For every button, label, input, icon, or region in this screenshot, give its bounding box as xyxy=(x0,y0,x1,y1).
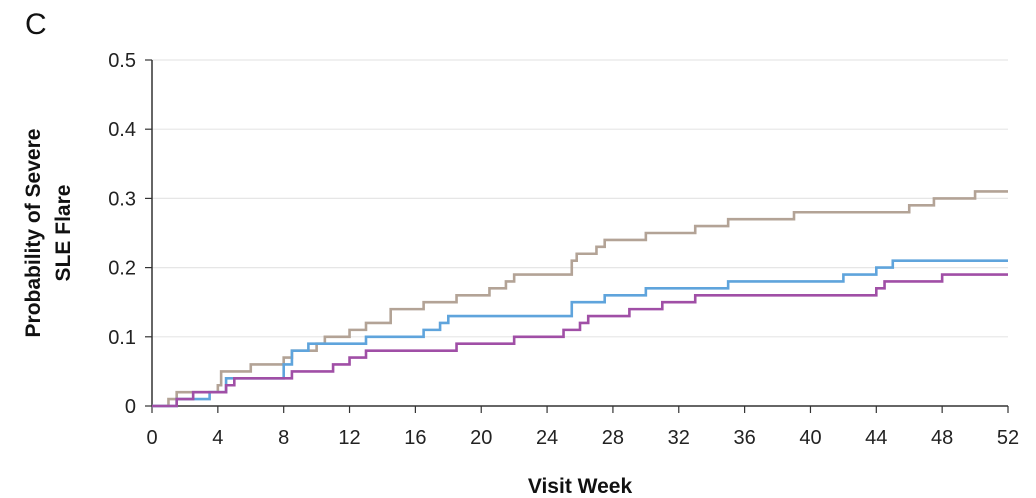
x-tick-label: 24 xyxy=(536,427,558,449)
y-tick-label: 0.4 xyxy=(108,119,136,141)
y-tick-label: 0.2 xyxy=(108,258,136,280)
y-tick-label: 0.5 xyxy=(108,50,136,72)
y-axis-title-line-2: SLE Flare xyxy=(52,185,75,282)
x-axis-title: Visit Week xyxy=(528,475,633,498)
x-tick-label: 40 xyxy=(799,427,821,449)
y-tick-label: 0 xyxy=(125,396,136,418)
y-tick-label: 0.3 xyxy=(108,188,136,210)
y-axis-title-line-1: Probability of Severe xyxy=(22,129,45,338)
x-tick-label: 28 xyxy=(602,427,624,449)
x-tick-label: 4 xyxy=(212,427,223,449)
x-tick-label: 16 xyxy=(404,427,426,449)
x-tick-label: 52 xyxy=(997,427,1019,449)
y-tick-label: 0.1 xyxy=(108,327,136,349)
gridlines xyxy=(152,59,1008,338)
ticks: 00.10.20.30.40.50 4 8 12 16 20 24 28 32 36 40 44 48 5… xyxy=(108,50,1019,449)
x-tick-label: 20 xyxy=(470,427,492,449)
series-line-3 xyxy=(152,273,1008,408)
x-tick-label: 44 xyxy=(865,427,887,449)
x-tick-label: 8 xyxy=(278,427,289,449)
panel-label: C xyxy=(25,8,47,41)
x-tick-label: 48 xyxy=(931,427,953,449)
x-tick-label: 12 xyxy=(338,427,360,449)
series-lines xyxy=(152,190,1008,408)
x-tick-label: 32 xyxy=(668,427,690,449)
series-line-1 xyxy=(152,190,1008,408)
x-tick-label: 0 xyxy=(146,427,157,449)
series-line-2 xyxy=(152,259,1008,408)
axes xyxy=(151,60,1008,407)
x-tick-label: 36 xyxy=(733,427,755,449)
